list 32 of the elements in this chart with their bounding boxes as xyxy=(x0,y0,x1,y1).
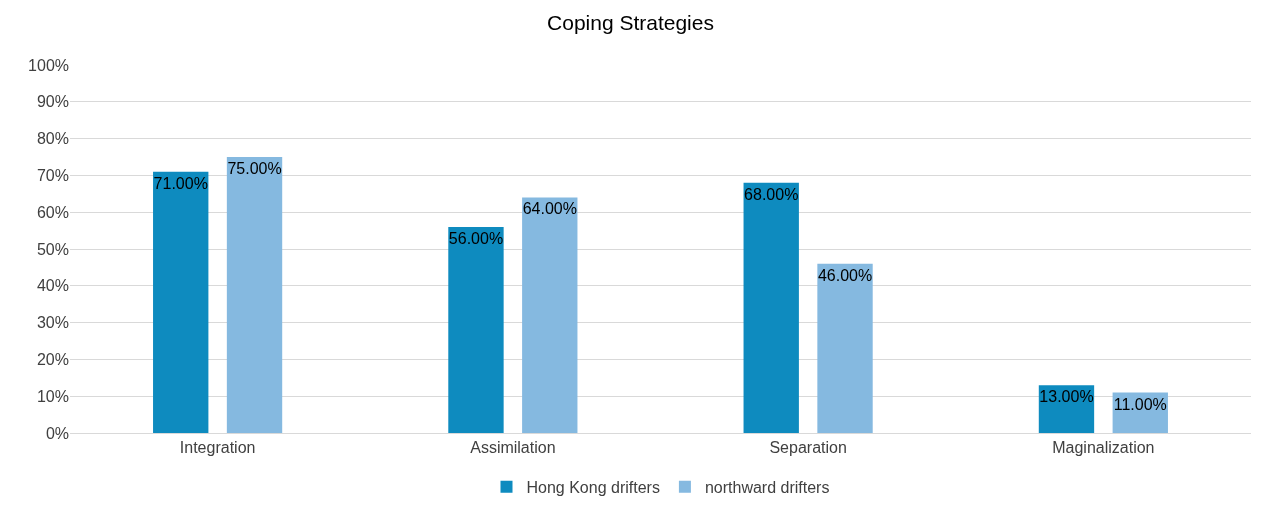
legend-label: Hong Kong drifters xyxy=(526,478,660,496)
y-tick-label: 40% xyxy=(36,277,69,295)
x-tick-label: Separation xyxy=(769,439,847,457)
legend-label: northward drifters xyxy=(704,478,830,496)
y-tick-label: 80% xyxy=(36,130,69,148)
bar xyxy=(448,226,504,433)
data-label: 56.00% xyxy=(448,229,504,247)
y-tick-label: 0% xyxy=(45,424,69,442)
bar xyxy=(817,263,873,433)
y-tick-label: 100% xyxy=(28,56,69,74)
y-tick-label: 90% xyxy=(36,93,69,111)
y-tick-label: 10% xyxy=(36,387,69,405)
bar xyxy=(153,171,209,433)
data-label: 11.00% xyxy=(1113,395,1167,413)
bar xyxy=(522,197,578,433)
x-tick-label: Assimilation xyxy=(470,439,556,457)
x-tick-label: Maginalization xyxy=(1052,439,1155,457)
bar xyxy=(226,157,283,433)
y-tick-label: 50% xyxy=(36,240,69,258)
y-tick-label: 20% xyxy=(36,351,69,368)
x-tick-label: Integration xyxy=(179,439,256,457)
y-tick-label: 60% xyxy=(36,203,69,221)
data-label: 75.00% xyxy=(227,160,282,177)
y-tick-label: 70% xyxy=(36,167,69,184)
y-tick-label: 30% xyxy=(36,314,69,332)
data-label: 13.00% xyxy=(1039,388,1094,406)
bar xyxy=(743,182,799,433)
data-label: 71.00% xyxy=(153,174,208,192)
data-label: 46.00% xyxy=(817,266,873,284)
chart-title: Coping Strategies xyxy=(547,11,714,35)
data-label: 68.00% xyxy=(744,185,799,203)
data-label: 64.00% xyxy=(522,200,577,218)
